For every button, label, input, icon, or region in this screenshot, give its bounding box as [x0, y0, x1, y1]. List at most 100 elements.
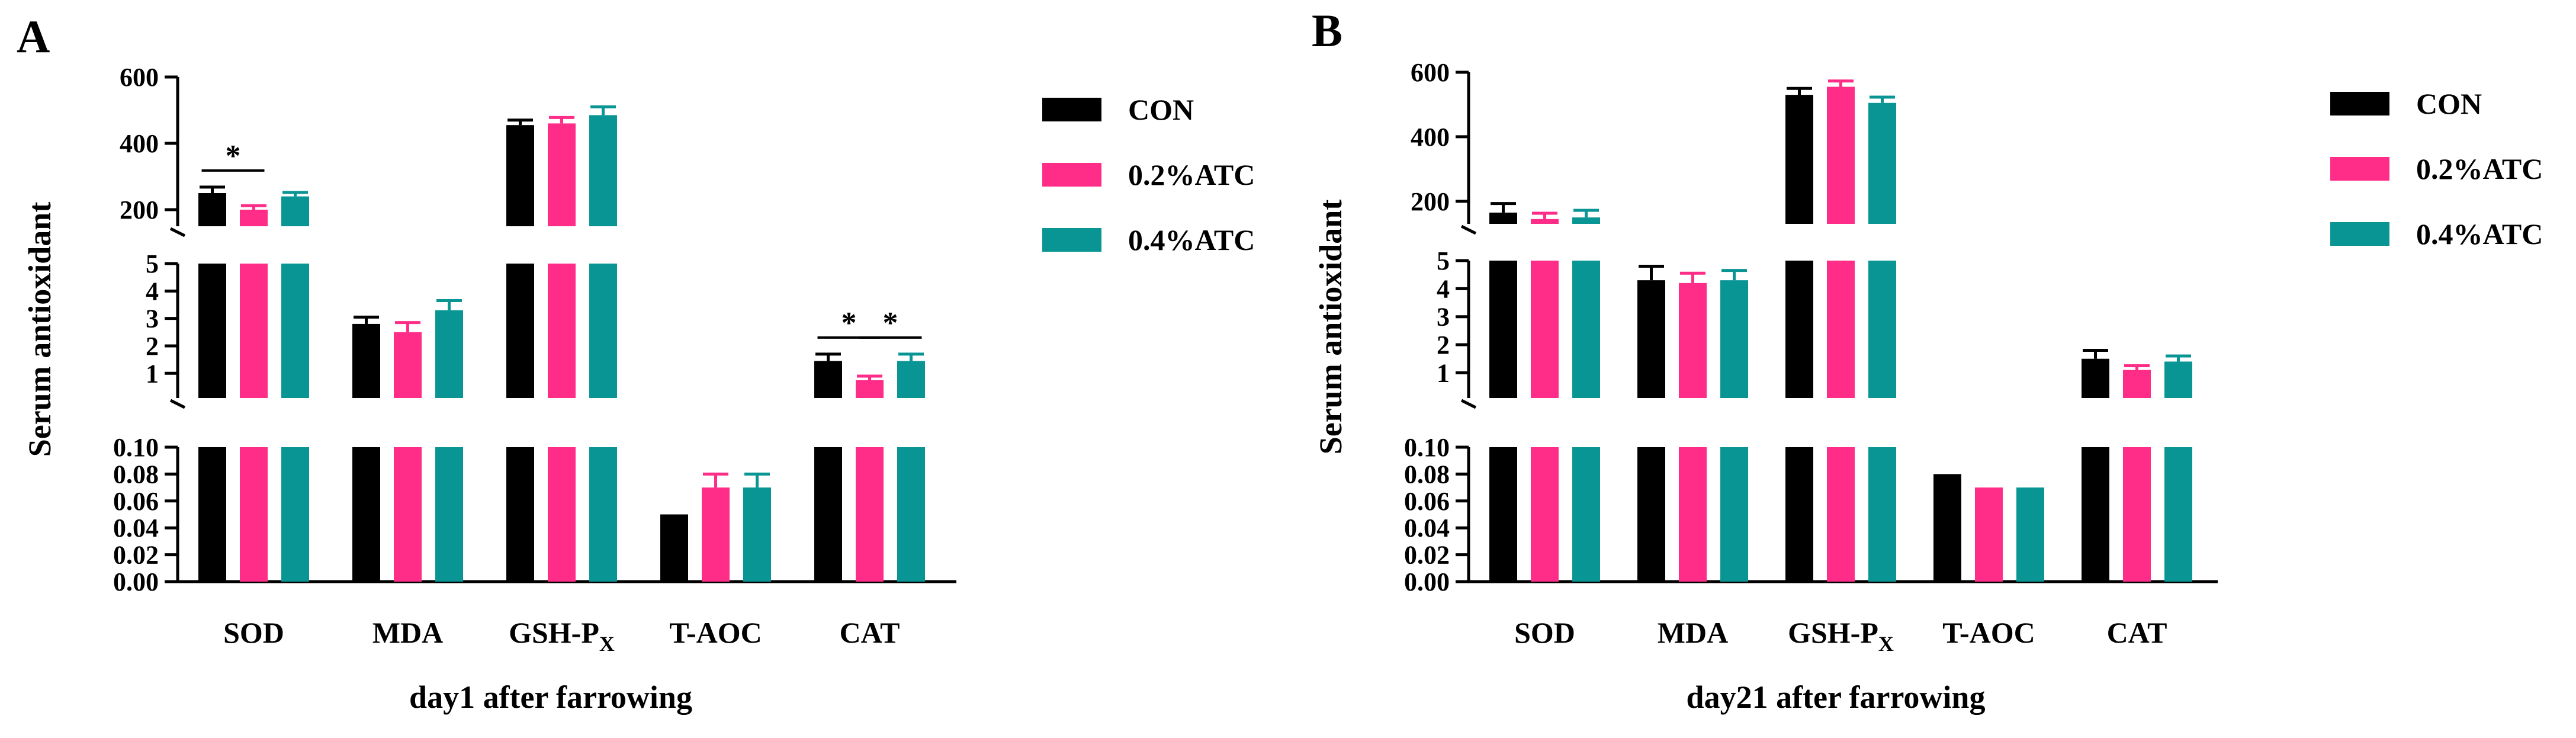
x-category-label: GSH-PX [1788, 616, 1894, 656]
bar-0-2-atc-sod [1531, 219, 1559, 224]
x-category-label: CAT [2107, 616, 2167, 649]
bar-0-2-atc-gsh-p [1827, 86, 1855, 224]
bar-0-2-atc-mda [394, 332, 422, 398]
bar-0-4-atc-mda [435, 310, 463, 398]
bar-0-2-atc-mda [394, 447, 422, 582]
bar-con-cat [2082, 358, 2109, 398]
bar-0-4-atc-gsh-p [1868, 261, 1896, 398]
bar-con-sod [198, 193, 226, 226]
legend-label: 0.2%ATC [2416, 152, 2543, 185]
bar-0-4-atc-sod [281, 264, 309, 398]
y-tick-label: 0.00 [1404, 567, 1450, 596]
bar-con-cat [2082, 447, 2109, 582]
legend-label: 0.4%ATC [2416, 217, 2543, 251]
y-tick-label: 0.08 [1404, 460, 1450, 489]
bars [1489, 79, 2192, 582]
x-category-label: T-AOC [669, 616, 762, 649]
category-name: T-AOC [669, 616, 762, 649]
bar-0-2-atc-t-aoc [702, 487, 730, 582]
legend-label: CON [1128, 93, 1194, 126]
legend-label: 0.2%ATC [1128, 158, 1255, 191]
y-tick-label: 5 [1437, 246, 1450, 275]
y-tick-label: 1 [146, 359, 159, 388]
y-tick-label: 200 [120, 195, 159, 224]
y-tick-label: 2 [1437, 331, 1450, 360]
bar-con-gsh-p [1785, 447, 1813, 582]
bar-con-sod [198, 447, 226, 582]
legend-swatch-0-4-atc [1042, 228, 1101, 252]
bar-con-sod [1489, 212, 1517, 224]
x-category-label: MDA [372, 616, 443, 649]
category-name: MDA [372, 616, 443, 649]
x-axis-title: day21 after farrowing [1687, 679, 1986, 715]
category-name: MDA [1658, 616, 1728, 649]
category-name: GSH-P [1788, 616, 1878, 649]
bar-0-4-atc-gsh-p [589, 115, 617, 226]
bar-con-sod [1489, 261, 1517, 398]
bar-0-2-atc-mda [1679, 447, 1707, 582]
bar-con-mda [1637, 447, 1665, 582]
bar-con-gsh-p [1785, 95, 1813, 224]
y-tick-label: 0.04 [113, 514, 159, 543]
y-tick-label: 600 [1411, 58, 1450, 87]
bar-0-2-atc-sod [1531, 447, 1559, 582]
y-tick-label: 400 [120, 129, 159, 158]
bar-0-2-atc-gsh-p [548, 123, 576, 226]
category-subscript: X [599, 632, 615, 656]
y-tick-label: 0.10 [113, 433, 159, 462]
bar-con-gsh-p [506, 447, 534, 582]
bar-0-4-atc-sod [1572, 261, 1600, 398]
y-tick-label: 3 [146, 304, 159, 333]
bar-con-cat [814, 447, 842, 582]
y-tick-label: 0.10 [1404, 433, 1450, 462]
bar-0-4-atc-t-aoc [2016, 487, 2044, 582]
bar-0-2-atc-gsh-p [548, 264, 576, 398]
bar-con-sod [198, 264, 226, 398]
legend-swatch-0-2-atc [1042, 163, 1101, 187]
legend-swatch-con [1042, 98, 1101, 121]
bar-0-4-atc-mda [435, 447, 463, 582]
bar-0-4-atc-gsh-p [589, 264, 617, 398]
bar-0-4-atc-gsh-p [589, 447, 617, 582]
category-name: CAT [2107, 616, 2167, 649]
legend: CON 0.2%ATC 0.4%ATC [2330, 87, 2543, 251]
bar-0-2-atc-cat [2123, 447, 2151, 582]
axis-break-mark [1460, 224, 1477, 235]
bar-0-2-atc-cat [2123, 370, 2151, 398]
bar-con-mda [1637, 280, 1665, 398]
bar-0-4-atc-mda [1720, 280, 1748, 398]
y-axis-title: Serum antioxidant [1313, 200, 1348, 455]
category-name: CAT [840, 616, 900, 649]
bar-0-2-atc-sod [240, 447, 268, 582]
x-category-label: T-AOC [1942, 616, 2035, 649]
y-tick-label: 0.06 [1404, 487, 1450, 516]
y-tick-label: 0.06 [113, 487, 159, 516]
bar-0-2-atc-cat [856, 380, 884, 398]
y-tick-label: 0.02 [1404, 541, 1450, 570]
category-name: GSH-P [509, 616, 599, 649]
category-name: SOD [223, 616, 284, 649]
y-tick-label: 2 [146, 332, 159, 361]
bar-0-2-atc-sod [240, 264, 268, 398]
legend-label: 0.4%ATC [1128, 223, 1255, 256]
bar-con-sod [1489, 447, 1517, 582]
legend-label: CON [2416, 87, 2482, 120]
y-tick-label: 200 [1411, 187, 1450, 216]
bar-0-4-atc-sod [1572, 217, 1600, 224]
category-name: SOD [1514, 616, 1575, 649]
axis-break-mark [1460, 399, 1477, 409]
x-category-label: MDA [1658, 616, 1728, 649]
bar-con-gsh-p [506, 264, 534, 398]
bar-0-2-atc-gsh-p [548, 447, 576, 582]
x-category-label: SOD [1514, 616, 1575, 649]
bar-0-4-atc-mda [1720, 447, 1748, 582]
bar-con-gsh-p [506, 125, 534, 226]
bar-con-mda [352, 447, 380, 582]
legend: CON 0.2%ATC 0.4%ATC [1042, 93, 1255, 256]
significance-star: * [226, 139, 241, 173]
x-category-label: GSH-PX [509, 616, 615, 656]
bar-0-4-atc-gsh-p [1868, 447, 1896, 582]
